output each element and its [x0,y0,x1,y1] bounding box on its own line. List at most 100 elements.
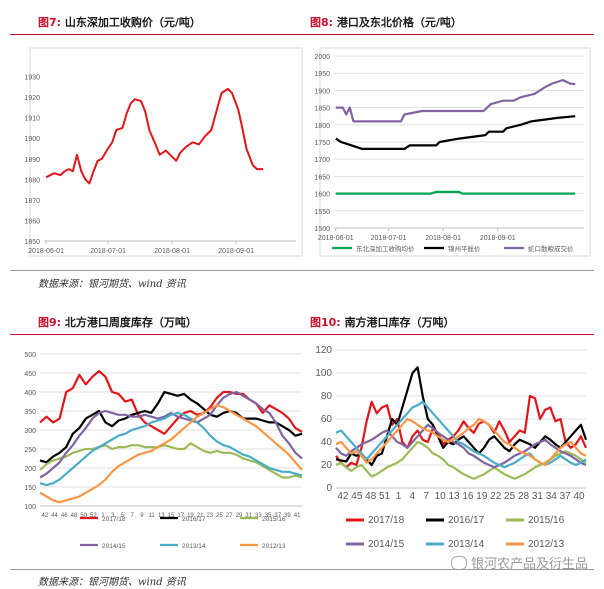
x-tick-label: 42 [337,491,349,502]
y-tick-label: 1650 [314,174,330,181]
x-tick-label: 19 [476,491,488,502]
x-tick-label: 42 [42,513,49,519]
y-tick-label: 1950 [314,71,330,78]
figure-9-name: 北方港口周度库存（万吨） [64,316,197,329]
legend-label: 2013/14 [182,543,206,550]
x-tick-label: 2018-06-01 [318,235,354,242]
x-tick-label: 51 [379,491,391,502]
x-tick-label: 2018-06-01 [28,248,64,255]
source-rule-top [10,270,594,271]
x-tick-label: 37 [560,491,572,502]
x-tick-label: 17 [177,513,184,519]
y-tick-label: 0 [326,483,332,494]
figure-10-title: 图10: 南方港口库存（万吨） [310,314,455,330]
y-tick-label: 20 [321,460,333,471]
x-tick-label: 7 [423,491,429,502]
x-tick-label: 40 [573,491,585,502]
x-tick-label: 39 [284,513,291,519]
source-rule-bottom [10,569,594,570]
y-tick-label: 1930 [24,75,40,82]
data-source-bottom: 数据来源：银河期货、wind 资讯 [38,577,186,588]
y-tick-label: 200 [24,466,36,473]
series-line [39,404,303,504]
x-tick-label: 4 [410,491,416,502]
x-tick-label: 3 [111,513,115,519]
title-rule-top [10,34,594,35]
x-tick-label: 37 [274,513,281,519]
x-tick-label: 13 [448,491,460,502]
chart-frame [29,47,303,257]
x-tick-label: 31 [245,513,252,519]
y-tick-label: 1890 [24,157,40,164]
legend-label: 2017/18 [368,515,405,526]
figure-10-name: 南方港口库存（万吨） [344,316,455,329]
series-line [39,390,303,464]
legend-label: 2015/16 [528,515,565,526]
x-tick-label: 44 [51,513,58,519]
data-source-top: 数据来源：银河期货、wind 资讯 [38,279,186,290]
series-line [39,411,303,487]
figure-9-number: 图9: [38,316,62,329]
figure-8-title: 图8: 港口及东北价格（元/吨） [310,14,462,30]
x-tick-label: 22 [490,491,502,502]
y-tick-label: 150 [24,485,36,492]
y-tick-label: 1800 [314,123,330,130]
x-tick-label: 31 [532,491,544,502]
series-line [335,417,587,467]
y-tick-label: 1900 [24,136,40,143]
x-tick-label: 16 [462,491,474,502]
y-tick-label: 100 [315,368,332,379]
x-tick-label: 46 [61,513,68,519]
figure-7-title: 图7: 山东深加工收购价（元/吨） [38,14,201,30]
y-tick-label: 1550 [314,209,330,216]
legend-label: 2012/13 [262,543,286,550]
series-line [39,390,303,479]
x-tick-label: 33 [255,513,262,519]
title-rule-bottom [10,334,594,335]
x-tick-label: 23 [206,513,213,519]
legend-label: 2016/17 [448,515,485,526]
y-tick-label: 120 [315,345,332,356]
series-line [335,115,576,150]
legend-label: 2016/17 [182,516,206,523]
y-tick-label: 250 [24,447,36,454]
y-tick-label: 1900 [314,88,330,95]
x-tick-label: 2018-09-01 [480,235,516,242]
legend-label: 东北深加工收购均价 [356,244,415,253]
x-tick-label: 45 [351,491,363,502]
wechat-icon [450,556,467,570]
x-tick-label: 21 [197,513,204,519]
legend-label: 2014/15 [368,539,405,550]
y-tick-label: 1850 [314,106,330,113]
y-tick-label: 1750 [314,140,330,147]
x-tick-label: 15 [168,513,175,519]
legend-label: 2013/14 [448,539,485,550]
chart-port-northeast-price: 1500 1550 1600 1650 1700 1750 1800 1850 1900 1950… [314,47,591,257]
y-tick-label: 40 [321,437,333,448]
x-tick-label: 48 [71,513,78,519]
x-tick-label: 2018-07-01 [371,235,407,242]
legend-label: 2014/15 [102,543,126,550]
x-tick-label: 5 [121,513,125,519]
x-tick-label: 10 [435,491,447,502]
watermark-text: 银河农产品及衍生品 [470,557,588,572]
x-tick-label: 7 [131,513,135,519]
x-tick-label: 2018-08-01 [425,235,461,242]
series-line [45,87,263,185]
x-tick-label: 19 [187,513,194,519]
y-tick-label: 300 [24,428,36,435]
chart-south-port-stock: 0 20 40 60 80 100 120 42 45 48 51 1 4 7 10 13 16 19 22 25 28… [315,345,588,550]
series-line [335,79,576,123]
x-tick-label: 1 [396,491,402,502]
y-tick-label: 1600 [314,192,330,199]
y-tick-label: 1880 [24,177,40,184]
y-tick-label: 400 [24,390,36,397]
figure-10-number: 图10: [310,316,341,329]
x-tick-label: 13 [158,513,165,519]
y-tick-label: 1850 [24,239,40,246]
y-tick-label: 1700 [314,157,330,164]
series-line [335,394,588,469]
x-tick-label: 2018-08-01 [154,248,190,255]
y-tick-label: 500 [24,352,36,359]
x-tick-label: 48 [365,491,377,502]
